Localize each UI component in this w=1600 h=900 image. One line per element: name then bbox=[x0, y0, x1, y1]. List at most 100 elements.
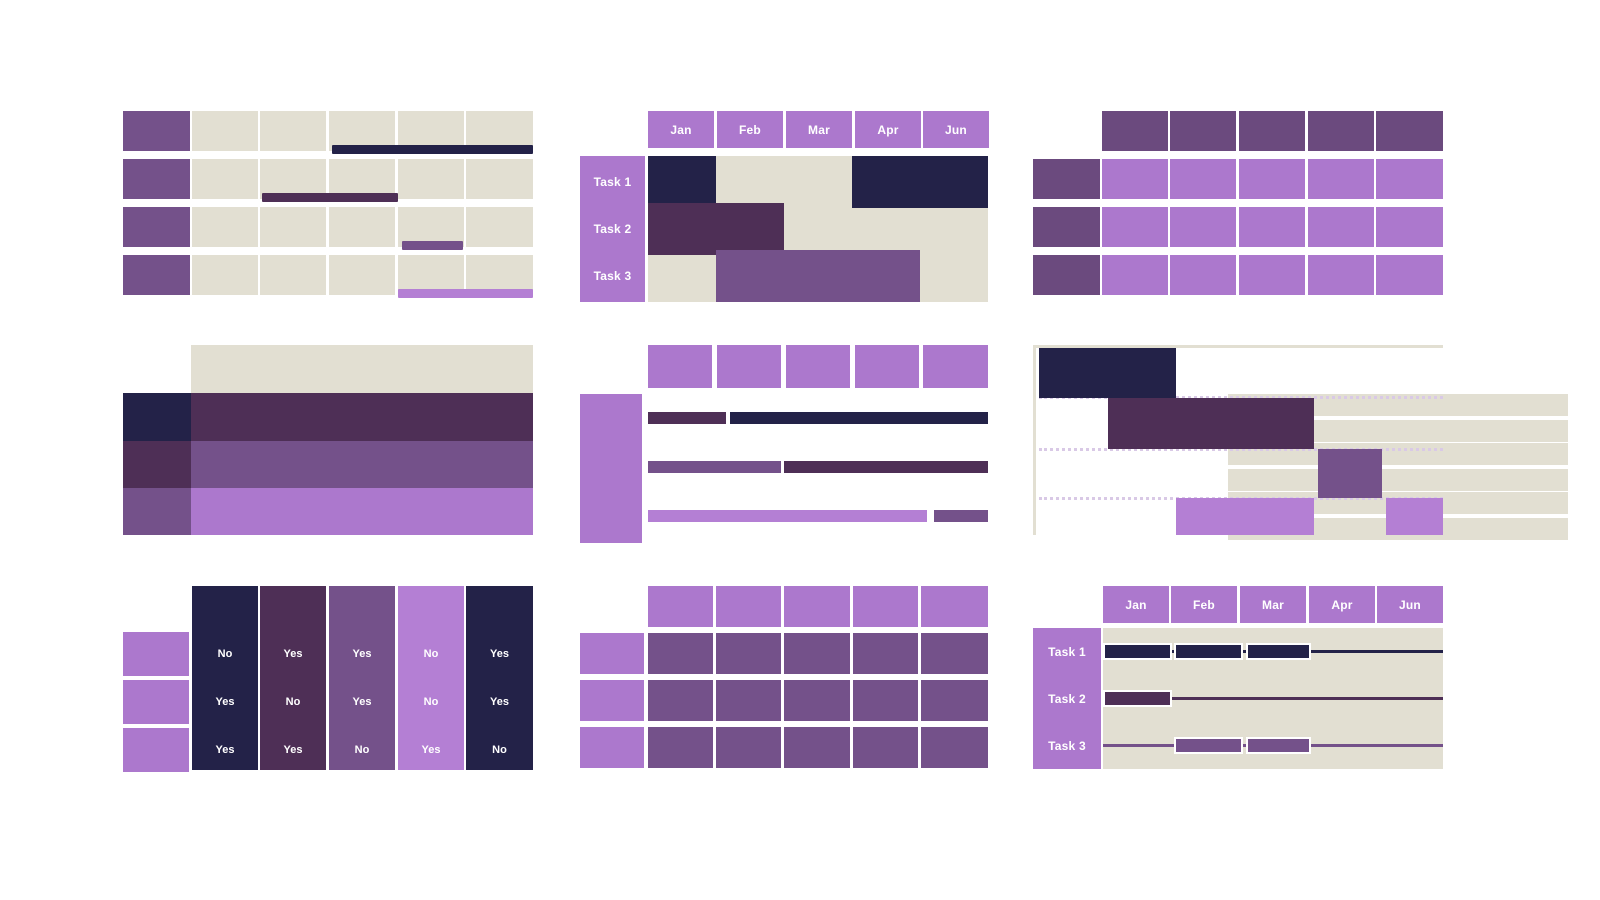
row-header-cell bbox=[1033, 207, 1100, 247]
task-segment bbox=[1174, 643, 1243, 660]
band-row-header bbox=[123, 441, 191, 488]
month-header-jan: Jan bbox=[648, 111, 714, 148]
task-segment bbox=[1103, 690, 1172, 707]
data-cell bbox=[1102, 159, 1168, 199]
column-header-cell bbox=[1308, 111, 1374, 151]
overlay-bar bbox=[784, 461, 988, 473]
gantt-block bbox=[648, 203, 784, 255]
column-header-cell bbox=[1376, 111, 1443, 151]
data-cell bbox=[1239, 207, 1305, 247]
column-header-cell bbox=[1102, 111, 1168, 151]
task-row-header: Task 2 bbox=[1033, 675, 1101, 722]
column-header-cell bbox=[1170, 111, 1236, 151]
grid-cell bbox=[398, 111, 464, 151]
column-header-cell bbox=[648, 586, 713, 627]
column-header-cell bbox=[716, 586, 781, 627]
grid-cell bbox=[466, 207, 533, 247]
band-body bbox=[191, 441, 533, 488]
data-cell bbox=[1376, 159, 1443, 199]
chart-panel-2-gantt: Jan Feb Mar Apr Jun Task 1 Task 2 Task 3 bbox=[580, 111, 989, 302]
month-header-jun: Jun bbox=[923, 111, 989, 148]
step-block bbox=[1107, 398, 1314, 449]
row-header-cell bbox=[123, 159, 190, 199]
data-cell bbox=[784, 633, 850, 674]
column-header-cell bbox=[921, 586, 988, 627]
band-row-header bbox=[123, 488, 191, 535]
grid-cell bbox=[466, 255, 533, 295]
row-header-cell bbox=[123, 728, 189, 772]
band-body bbox=[191, 488, 533, 535]
gridline bbox=[1039, 396, 1443, 400]
cell-value: Yes bbox=[352, 648, 372, 660]
task-row-header: Task 1 bbox=[580, 156, 645, 208]
data-cell bbox=[921, 727, 988, 768]
grid-cell bbox=[192, 159, 258, 199]
cell-value: Yes bbox=[421, 744, 441, 756]
data-cell bbox=[648, 727, 713, 768]
cell-value: No bbox=[285, 696, 301, 708]
data-cell bbox=[1308, 255, 1374, 295]
table-row bbox=[123, 255, 533, 295]
row-header-cell bbox=[1033, 159, 1100, 199]
data-cell bbox=[1376, 255, 1443, 295]
row-header-cell bbox=[580, 394, 642, 445]
cell-value: Yes bbox=[352, 696, 372, 708]
task-baseline bbox=[1103, 697, 1443, 700]
chart-panel-6-staircase bbox=[1033, 345, 1443, 535]
step-block bbox=[1176, 497, 1314, 535]
table-row bbox=[123, 207, 533, 247]
data-cell bbox=[1308, 207, 1374, 247]
grid-cell bbox=[192, 111, 258, 151]
value-column: Yes No Yes bbox=[260, 586, 326, 770]
month-header-mar: Mar bbox=[1240, 586, 1306, 623]
task-row-header: Task 3 bbox=[1033, 722, 1101, 769]
gantt-block bbox=[716, 250, 920, 302]
band-body bbox=[191, 393, 533, 441]
column-header-cell bbox=[717, 345, 781, 388]
grid-cell bbox=[260, 207, 326, 247]
grid-cell bbox=[466, 159, 533, 199]
data-cell bbox=[1308, 159, 1374, 199]
data-cell bbox=[648, 633, 713, 674]
row-header-cell bbox=[123, 111, 190, 151]
table-row bbox=[123, 159, 533, 199]
month-header-feb: Feb bbox=[717, 111, 783, 148]
row-header-cell bbox=[123, 207, 190, 247]
header-band bbox=[191, 345, 533, 393]
grid-cell bbox=[329, 111, 395, 151]
row-header-cell bbox=[123, 255, 190, 295]
data-cell bbox=[921, 633, 988, 674]
data-band bbox=[123, 441, 533, 488]
row-header-cell bbox=[1033, 255, 1100, 295]
value-column: Yes Yes No bbox=[466, 586, 533, 770]
row-header-cell bbox=[580, 492, 642, 543]
grid-cell bbox=[260, 255, 326, 295]
overlay-bar bbox=[933, 510, 988, 522]
column-header-cell bbox=[784, 586, 850, 627]
row-header-cell bbox=[123, 632, 189, 676]
overlay-bar bbox=[648, 510, 927, 522]
cell-value: Yes bbox=[215, 744, 235, 756]
data-cell bbox=[1239, 159, 1305, 199]
task-segment bbox=[1245, 737, 1311, 754]
column-header-cell bbox=[853, 586, 918, 627]
column-header-cell bbox=[1239, 111, 1305, 151]
cell-value: No bbox=[423, 648, 439, 660]
cell-value: Yes bbox=[490, 648, 509, 660]
task-row-header: Task 2 bbox=[580, 203, 645, 255]
overlay-bar bbox=[397, 289, 533, 298]
month-header-jan: Jan bbox=[1103, 586, 1169, 623]
task-segment bbox=[1245, 643, 1311, 660]
task-segment bbox=[1103, 643, 1172, 660]
cell-value: Yes bbox=[215, 696, 235, 708]
chart-panel-8-matrix bbox=[580, 586, 988, 770]
cell-value: Yes bbox=[283, 744, 303, 756]
column-header-cell bbox=[786, 345, 850, 388]
cell-value: No bbox=[354, 744, 370, 756]
gantt-block bbox=[648, 156, 716, 208]
row-header-cell bbox=[123, 680, 189, 724]
overlay-bar bbox=[332, 145, 533, 154]
data-cell bbox=[853, 680, 918, 721]
chart-panel-5-tracks bbox=[580, 345, 1568, 543]
value-column: Yes Yes No bbox=[329, 586, 395, 770]
